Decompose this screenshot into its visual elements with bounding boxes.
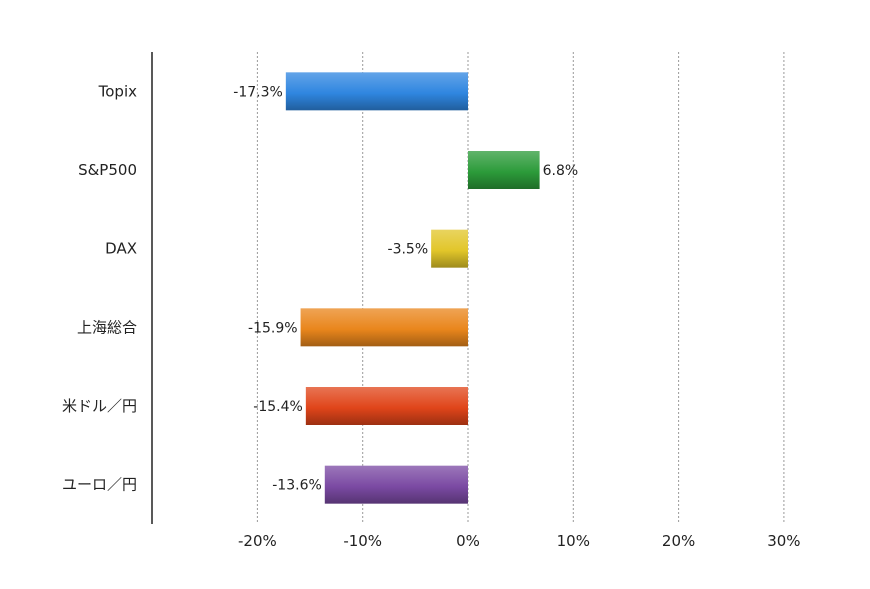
category-label: S&P500 bbox=[78, 161, 137, 179]
data-label: -17.3% bbox=[233, 84, 283, 100]
category-label: 上海総合 bbox=[77, 318, 137, 336]
bar bbox=[468, 151, 540, 189]
data-label: -3.5% bbox=[388, 242, 429, 258]
bar bbox=[324, 465, 468, 504]
x-tick-label: -10% bbox=[343, 532, 382, 550]
bar bbox=[285, 72, 468, 111]
bars bbox=[285, 72, 540, 504]
x-tick-label: 0% bbox=[456, 532, 480, 550]
category-label: DAX bbox=[105, 240, 137, 258]
x-tick-label: -20% bbox=[238, 532, 277, 550]
bar bbox=[300, 308, 468, 347]
bar bbox=[431, 229, 468, 268]
data-label: -15.9% bbox=[248, 320, 298, 336]
data-label: -13.6% bbox=[272, 478, 322, 494]
data-label: 6.8% bbox=[543, 163, 579, 179]
data-label: -15.4% bbox=[253, 399, 303, 415]
category-label: Topix bbox=[98, 82, 137, 100]
labels: -20% -10% 0% 10% 20% 30% Topix -17.3% S&P500 6.8%… bbox=[62, 82, 801, 550]
bar bbox=[305, 387, 468, 425]
category-label: 米ドル／円 bbox=[62, 397, 137, 415]
x-tick-label: 20% bbox=[662, 532, 695, 550]
x-tick-label: 30% bbox=[767, 532, 800, 550]
category-label: ユーロ／円 bbox=[62, 476, 137, 494]
x-tick-label: 10% bbox=[557, 532, 590, 550]
grid-lines bbox=[256, 52, 785, 524]
